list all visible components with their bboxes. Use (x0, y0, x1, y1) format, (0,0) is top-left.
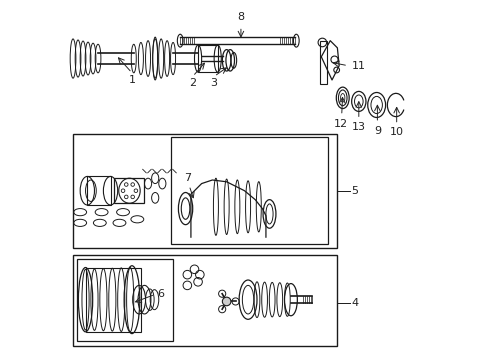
Text: 2: 2 (189, 78, 196, 88)
Text: 4: 4 (351, 298, 358, 308)
Bar (198, 45, 217, 72)
Text: 11: 11 (351, 61, 365, 71)
Polygon shape (190, 180, 265, 237)
Circle shape (222, 297, 230, 306)
Text: 1: 1 (128, 75, 135, 85)
Bar (171, 137, 328, 244)
Bar (77, 258, 173, 341)
Text: 12: 12 (333, 118, 347, 129)
Text: 13: 13 (351, 122, 365, 132)
Bar (73, 134, 337, 248)
Bar (73, 255, 337, 346)
Text: 6: 6 (157, 289, 163, 298)
Polygon shape (321, 41, 339, 80)
Bar (87, 176, 110, 205)
Text: 7: 7 (183, 172, 190, 183)
Bar (85, 267, 141, 332)
Text: 3: 3 (210, 78, 217, 88)
Text: 10: 10 (389, 127, 403, 138)
Bar (320, 41, 326, 84)
Text: 9: 9 (373, 126, 380, 136)
Text: 8: 8 (237, 12, 244, 22)
Text: 5: 5 (351, 186, 358, 196)
Bar (114, 178, 144, 203)
